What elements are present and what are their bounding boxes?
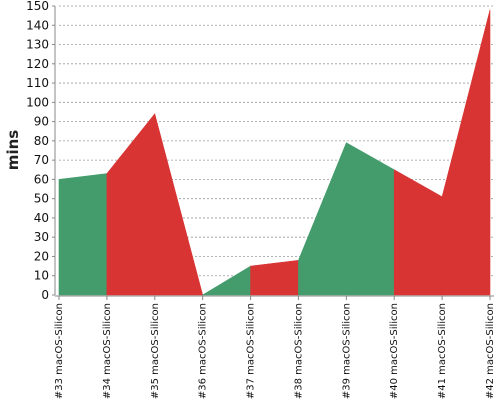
y-tick-label: 100 xyxy=(26,95,49,109)
x-tick-label: #42 macOS-Silicon xyxy=(485,303,496,399)
area-segment xyxy=(106,113,156,296)
x-tick-labels: #33 macOS-Silicon #34 macOS-Silicon #35 ma… xyxy=(54,303,496,399)
area-segment xyxy=(441,9,491,296)
area-segment xyxy=(58,173,108,296)
x-tick-label: #35 macOS-Silicon xyxy=(150,303,161,399)
y-tick-label: 140 xyxy=(26,18,49,32)
y-tick-label: 40 xyxy=(34,211,49,225)
x-tick-label: #34 macOS-Silicon xyxy=(102,303,113,399)
y-tick-label: 150 xyxy=(26,0,49,13)
y-tick-label: 120 xyxy=(26,57,49,71)
area-segment xyxy=(298,142,347,296)
y-tick-label: 30 xyxy=(34,230,49,244)
y-tick-labels: 0 10 20 30 40 50 60 70 80 90 100 110 120 130 140 150 xyxy=(26,0,49,302)
x-tick-label: #37 macOS-Silicon xyxy=(246,303,257,399)
area-segment xyxy=(250,259,299,296)
y-tick-label: 20 xyxy=(34,249,49,263)
x-tick-label: #38 macOS-Silicon xyxy=(293,303,304,399)
y-axis-title: mins xyxy=(4,130,22,170)
y-tick-label: 130 xyxy=(26,38,49,52)
x-tick-label: #36 macOS-Silicon xyxy=(198,303,209,399)
y-tick-label: 50 xyxy=(34,192,49,206)
x-tick-label: #41 macOS-Silicon xyxy=(437,303,448,399)
axes xyxy=(52,5,494,300)
y-tick-label: 60 xyxy=(34,172,49,186)
area-segment xyxy=(154,113,204,296)
area-segments xyxy=(58,9,491,296)
area-segment xyxy=(393,169,443,296)
x-tick-label: #33 macOS-Silicon xyxy=(54,303,65,399)
y-tick-label: 0 xyxy=(41,288,49,302)
x-tick-label: #40 macOS-Silicon xyxy=(389,303,400,399)
y-tick-label: 10 xyxy=(34,269,49,283)
x-tick-label: #39 macOS-Silicon xyxy=(341,303,352,399)
y-tick-label: 70 xyxy=(34,153,49,167)
area-segment xyxy=(346,142,395,296)
y-tick-label: 110 xyxy=(26,76,49,90)
y-tick-label: 90 xyxy=(34,115,49,129)
y-tick-label: 80 xyxy=(34,134,49,148)
area-segment xyxy=(201,265,251,296)
